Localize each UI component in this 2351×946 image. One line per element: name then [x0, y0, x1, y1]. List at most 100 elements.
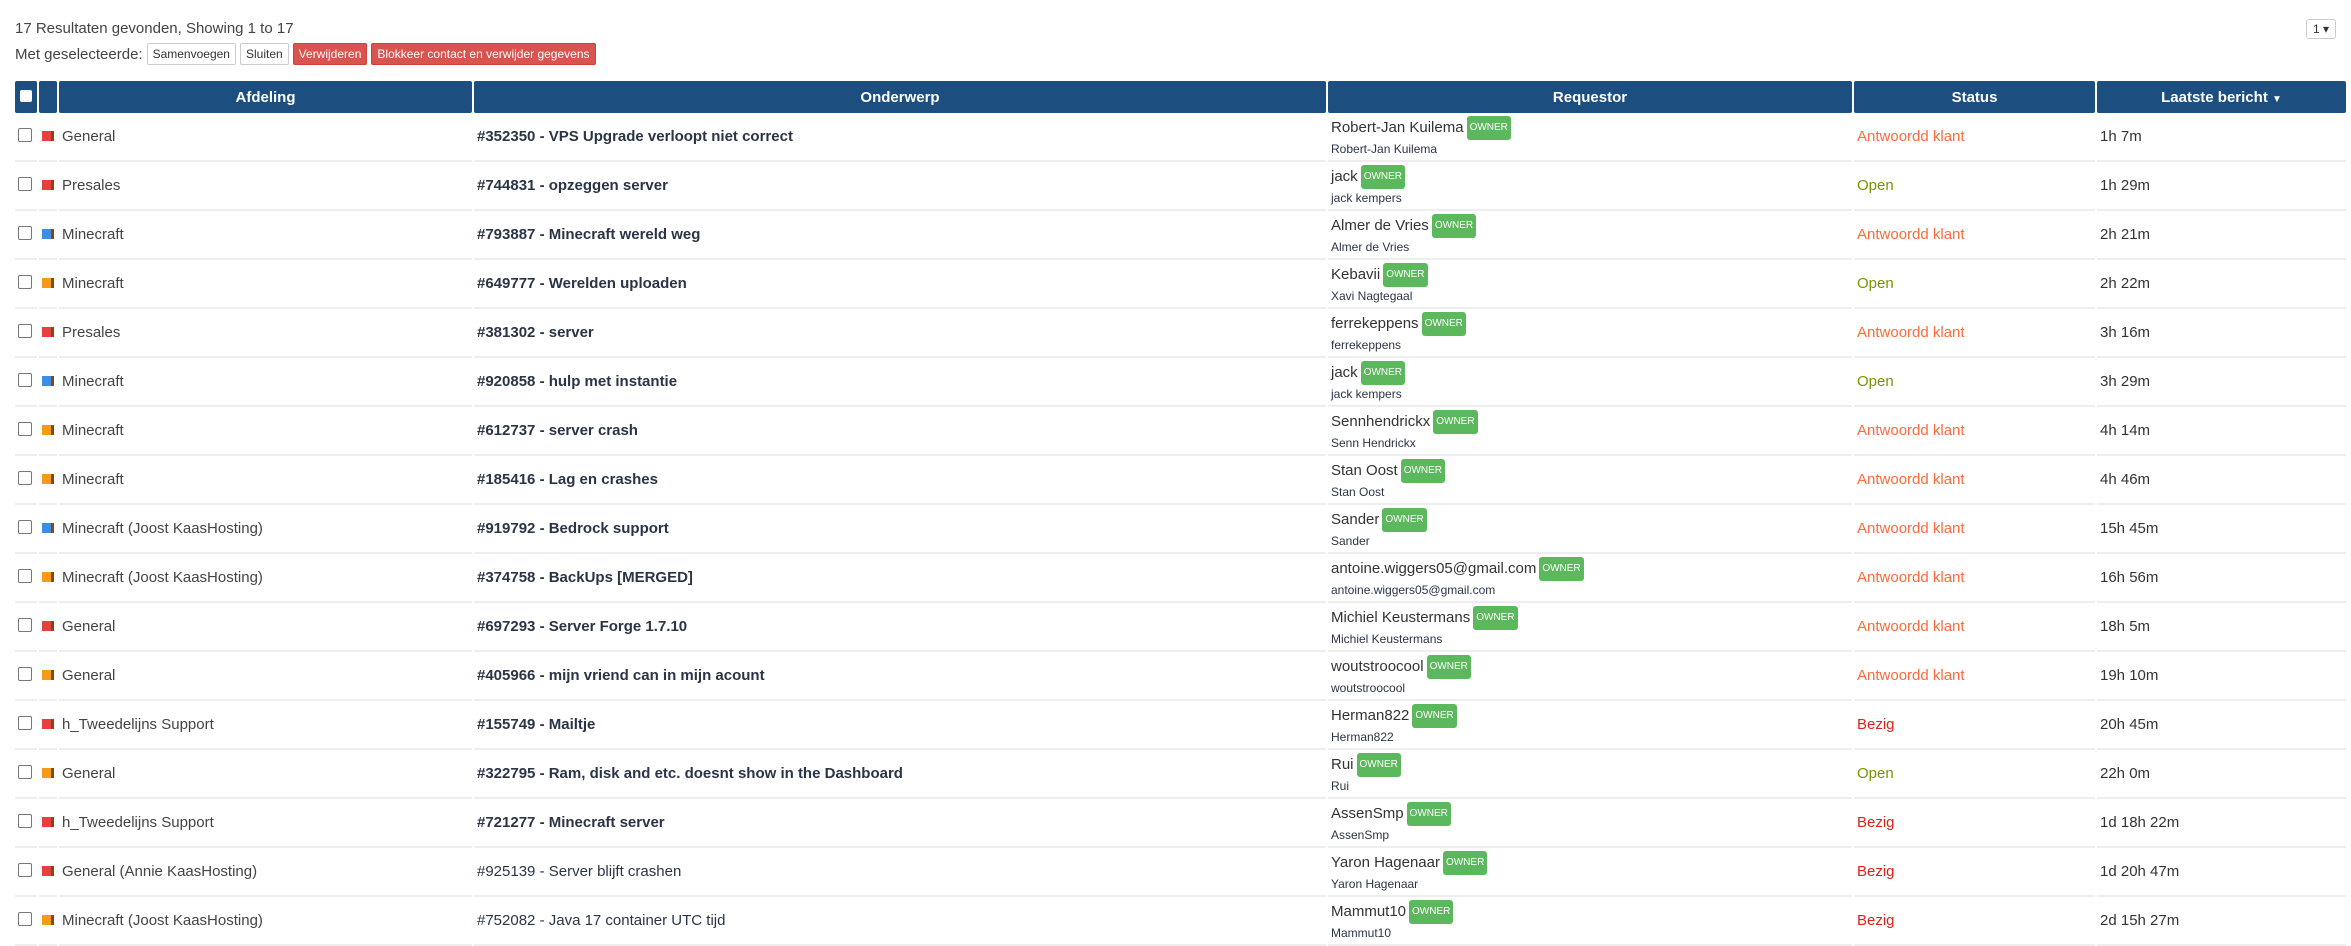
ticket-subject-link[interactable]: #322795 - Ram, disk and etc. doesnt show…	[477, 765, 903, 782]
requestor-contact[interactable]: Almer de Vries	[1331, 239, 1410, 254]
ticket-row[interactable]: Minecraft #612737 - server crash Sennhen…	[15, 407, 2346, 456]
row-checkbox[interactable]	[18, 372, 32, 387]
ticket-subject-link[interactable]: #925139 - Server blijft crashen	[477, 863, 682, 880]
close-button[interactable]: Sluiten	[239, 43, 289, 65]
row-checkbox[interactable]	[18, 764, 32, 779]
ticket-subject-link[interactable]: #649777 - Werelden uploaden	[477, 275, 687, 292]
select-all-checkbox[interactable]	[20, 89, 32, 102]
header-status[interactable]: Status	[1854, 81, 2095, 113]
ticket-subject-link[interactable]: #793887 - Minecraft wereld weg	[477, 226, 701, 243]
requestor-contact[interactable]: Stan Oost	[1331, 484, 1385, 499]
requestor-name[interactable]: Almer de Vries	[1331, 216, 1429, 234]
ticket-subject-link[interactable]: #752082 - Java 17 container UTC tijd	[477, 912, 726, 929]
requestor-contact[interactable]: jack kempers	[1331, 386, 1402, 401]
requestor-name[interactable]: jack	[1331, 167, 1358, 185]
requestor-contact[interactable]: Herman822	[1331, 729, 1394, 744]
header-subject[interactable]: Onderwerp	[474, 81, 1326, 113]
requestor-contact[interactable]: Mammut10	[1331, 925, 1392, 940]
requestor-name[interactable]: AssenSmp	[1331, 804, 1404, 822]
requestor-contact[interactable]: Robert-Jan Kuilema	[1331, 141, 1438, 156]
row-checkbox[interactable]	[18, 617, 32, 632]
ticket-row[interactable]: Minecraft #649777 - Werelden uploaden Ke…	[15, 260, 2346, 309]
requestor-name[interactable]: Rui	[1331, 755, 1354, 773]
ticket-subject-link[interactable]: #381302 - server	[477, 324, 594, 341]
ticket-row[interactable]: Minecraft #920858 - hulp met instantie j…	[15, 358, 2346, 407]
ticket-subject-link[interactable]: #374758 - BackUps [MERGED]	[477, 569, 693, 586]
ticket-row[interactable]: Minecraft (Joost KaasHosting) #752082 - …	[15, 897, 2346, 946]
row-select-cell	[15, 211, 37, 260]
requestor-name[interactable]: woutstroocool	[1331, 657, 1424, 675]
row-checkbox[interactable]	[18, 176, 32, 191]
requestor-contact[interactable]: Michiel Keustermans	[1331, 631, 1443, 646]
ticket-row[interactable]: h_Tweedelijns Support #155749 - Mailtje …	[15, 701, 2346, 750]
requestor-contact[interactable]: jack kempers	[1331, 190, 1402, 205]
ticket-row[interactable]: General #697293 - Server Forge 1.7.10 Mi…	[15, 603, 2346, 652]
requestor-name[interactable]: Michiel Keustermans	[1331, 608, 1471, 626]
requestor-name[interactable]: Herman822	[1331, 706, 1410, 724]
ticket-subject-link[interactable]: #920858 - hulp met instantie	[477, 373, 678, 390]
row-checkbox[interactable]	[18, 715, 32, 730]
delete-button[interactable]: Verwijderen	[292, 43, 368, 65]
merge-button[interactable]: Samenvoegen	[146, 43, 236, 65]
ticket-subject-link[interactable]: #721277 - Minecraft server	[477, 814, 665, 831]
header-requestor[interactable]: Requestor	[1328, 81, 1852, 113]
ticket-row[interactable]: General #405966 - mijn vriend can in mij…	[15, 652, 2346, 701]
page-select[interactable]: 1 ▾	[2305, 19, 2336, 39]
ticket-subject-link[interactable]: #697293 - Server Forge 1.7.10	[477, 618, 688, 635]
ticket-row[interactable]: Presales #381302 - server ferrekeppens OW…	[15, 309, 2346, 358]
requestor-name[interactable]: antoine.wiggers05@gmail.com	[1331, 559, 1537, 577]
last-message-age: 18h 5m	[2097, 603, 2346, 652]
requestor-name[interactable]: Yaron Hagenaar	[1331, 853, 1440, 871]
row-checkbox[interactable]	[18, 568, 32, 583]
row-checkbox[interactable]	[18, 225, 32, 240]
requestor-contact[interactable]: Xavi Nagtegaal	[1331, 288, 1413, 303]
requestor-contact[interactable]: AssenSmp	[1331, 827, 1390, 842]
requestor-name[interactable]: Sennhendrickx	[1331, 412, 1431, 430]
requestor-name[interactable]: Kebavii	[1331, 265, 1381, 283]
requestor-cell: jack OWNER jack kempers	[1328, 358, 1852, 407]
row-checkbox[interactable]	[18, 862, 32, 877]
ticket-row[interactable]: Minecraft (Joost KaasHosting) #919792 - …	[15, 505, 2346, 554]
row-checkbox[interactable]	[18, 421, 32, 436]
row-checkbox[interactable]	[18, 470, 32, 485]
ticket-row[interactable]: Minecraft #793887 - Minecraft wereld weg…	[15, 211, 2346, 260]
ticket-subject-link[interactable]: #185416 - Lag en crashes	[477, 471, 658, 488]
requestor-contact[interactable]: ferrekeppens	[1331, 337, 1402, 352]
requestor-contact[interactable]: Senn Hendrickx	[1331, 435, 1416, 450]
row-checkbox[interactable]	[18, 911, 32, 926]
ticket-row[interactable]: Presales #744831 - opzeggen server jack O…	[15, 162, 2346, 211]
ticket-row[interactable]: General (Annie KaasHosting) #925139 - Se…	[15, 848, 2346, 897]
ticket-subject-link[interactable]: #155749 - Mailtje	[477, 716, 596, 733]
requestor-name[interactable]: Robert-Jan Kuilema	[1331, 118, 1464, 136]
select-all-header[interactable]	[15, 81, 37, 113]
row-checkbox[interactable]	[18, 666, 32, 681]
ticket-subject-link[interactable]: #352350 - VPS Upgrade verloopt niet corr…	[477, 128, 793, 145]
row-checkbox[interactable]	[18, 274, 32, 289]
requestor-contact[interactable]: woutstroocool	[1331, 680, 1406, 695]
ticket-subject-link[interactable]: #612737 - server crash	[477, 422, 638, 439]
row-checkbox[interactable]	[18, 813, 32, 828]
row-checkbox[interactable]	[18, 127, 32, 142]
header-last-message[interactable]: Laatste bericht ▼	[2097, 81, 2346, 113]
requestor-name[interactable]: Mammut10	[1331, 902, 1407, 920]
ticket-row[interactable]: h_Tweedelijns Support #721277 - Minecraf…	[15, 799, 2346, 848]
ticket-row[interactable]: General #322795 - Ram, disk and etc. doe…	[15, 750, 2346, 799]
ticket-row[interactable]: General #352350 - VPS Upgrade verloopt n…	[15, 113, 2346, 162]
ticket-subject-link[interactable]: #919792 - Bedrock support	[477, 520, 669, 537]
requestor-name[interactable]: ferrekeppens	[1331, 314, 1419, 332]
requestor-name[interactable]: jack	[1331, 363, 1358, 381]
row-checkbox[interactable]	[18, 323, 32, 338]
ticket-subject-link[interactable]: #744831 - opzeggen server	[477, 177, 668, 194]
ticket-subject-link[interactable]: #405966 - mijn vriend can in mijn acount	[477, 667, 765, 684]
requestor-name[interactable]: Sander	[1331, 510, 1380, 528]
block-contact-button[interactable]: Blokkeer contact en verwijder gegevens	[371, 43, 596, 65]
header-department[interactable]: Afdeling	[59, 81, 472, 113]
ticket-row[interactable]: Minecraft (Joost KaasHosting) #374758 - …	[15, 554, 2346, 603]
requestor-contact[interactable]: Yaron Hagenaar	[1331, 876, 1419, 891]
requestor-name[interactable]: Stan Oost	[1331, 461, 1398, 479]
requestor-contact[interactable]: antoine.wiggers05@gmail.com	[1331, 582, 1496, 597]
requestor-contact[interactable]: Rui	[1331, 778, 1350, 793]
requestor-contact[interactable]: Sander	[1331, 533, 1370, 548]
row-checkbox[interactable]	[18, 519, 32, 534]
ticket-row[interactable]: Minecraft #185416 - Lag en crashes Stan …	[15, 456, 2346, 505]
